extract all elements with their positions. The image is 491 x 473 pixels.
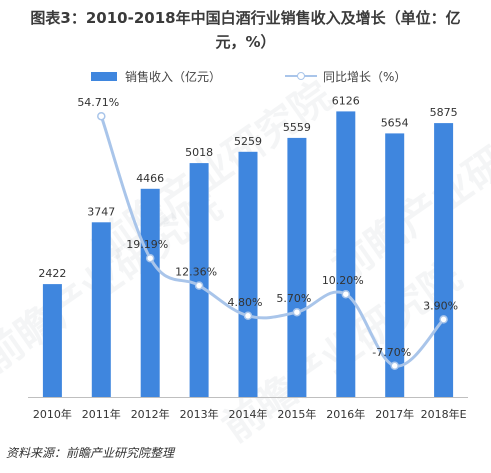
growth-value-label: 5.70% [276,292,311,305]
bar [189,163,209,397]
growth-value-label: 10.20% [322,274,364,287]
source-note: 资料来源：前瞻产业研究院整理 [6,446,175,460]
bar-value-label: 5259 [234,135,262,148]
x-tick-label: 2016年 [326,407,365,421]
x-tick-label: 2013年 [180,407,219,421]
bar [385,133,405,397]
chart-title-line-1: 图表3：2010-2018年中国白酒行业销售收入及增长（单位：亿 [30,9,461,27]
legend-line-swatch [285,71,317,81]
growth-point [194,281,204,290]
growth-point [292,307,302,317]
bar [336,111,356,398]
growth-value-label: 12.36% [175,266,217,279]
bar-value-label: 5559 [283,121,311,134]
legend-growth-label: 同比增长（%） [323,69,407,84]
legend-item-growth: 同比增长（%） [285,66,406,86]
bar [287,137,307,397]
bar-value-label: 2422 [38,267,66,280]
bar-value-label: 4466 [136,172,164,185]
growth-point [341,289,351,299]
bar [238,151,258,397]
growth-value-label: 54.71% [77,96,119,109]
growth-value-label: -7.70% [372,346,411,359]
bar [140,188,160,397]
growth-point [145,253,155,263]
growth-point [439,315,448,324]
legend-bar-swatch [91,71,117,81]
legend-revenue-label: 销售收入（亿元） [125,69,222,84]
bar-value-label: 5654 [381,116,409,129]
chart-title: 图表3：2010-2018年中国白酒行业销售收入及增长（单位：亿 元，%） [0,6,491,54]
bar-value-label: 6126 [332,94,360,107]
bar [42,284,62,397]
x-tick-label: 2010年 [33,407,72,421]
chart-legend: 销售收入（亿元） 同比增长（%） [0,66,491,86]
x-tick-label: 2012年 [131,407,170,421]
growth-point [243,311,253,321]
x-tick-label: 2015年 [277,407,316,421]
bar [91,222,111,397]
legend-item-revenue: 销售收入（亿元） [91,66,221,86]
bar-value-label: 5875 [430,106,458,119]
x-tick-label: 2018年E [421,407,467,421]
growth-value-label: 19.19% [126,238,168,251]
x-tick-label: 2011年 [82,407,121,421]
x-tick-label: 2017年 [375,407,414,421]
x-tick-label: 2014年 [229,407,268,421]
growth-value-label: 3.90% [423,299,458,312]
bar [434,123,454,397]
growth-point [97,111,106,121]
growth-line [99,115,445,368]
bar-value-label: 5018 [185,146,213,159]
growth-point [390,361,399,371]
bar-value-label: 3747 [87,205,115,218]
growth-value-label: 4.80% [228,296,263,309]
chart-title-line-2: 元，%） [215,33,276,51]
